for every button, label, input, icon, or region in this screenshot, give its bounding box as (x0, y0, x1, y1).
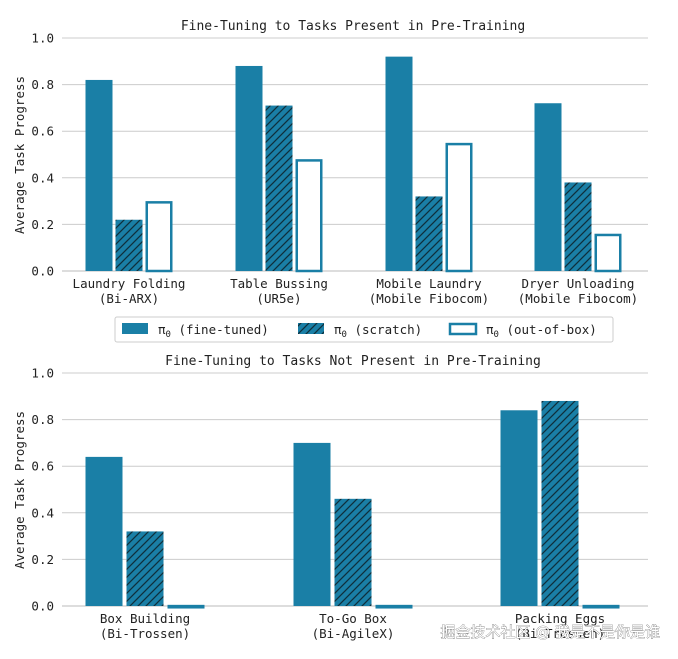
y-tick-label: 0.6 (31, 459, 54, 474)
bar-fine-tuned (293, 442, 331, 606)
category-label: Packing Eggs (515, 611, 605, 626)
category-sublabel: (Mobile Fibocom) (369, 291, 489, 306)
category-label: Laundry Folding (73, 276, 186, 291)
category-sublabel: (UR5e) (256, 291, 301, 306)
chart-title: Fine-Tuning to Tasks Present in Pre-Trai… (181, 19, 525, 34)
legend-swatch-fine-tuned (122, 323, 148, 334)
bar-out-of-box (167, 604, 205, 609)
bar-out-of-box (445, 142, 473, 273)
category-label: Box Building (100, 611, 190, 626)
chart-title: Fine-Tuning to Tasks Not Present in Pre-… (165, 354, 541, 369)
y-tick-label: 1.0 (31, 366, 54, 381)
bar-scratch (126, 531, 164, 606)
category-label: Table Bussing (230, 276, 328, 291)
category-sublabel: (Bi-ARX) (99, 291, 159, 306)
category-sublabel: (Bi-AgileX) (312, 626, 395, 641)
category-sublabel: (Mobile Fibocom) (518, 291, 638, 306)
y-axis-label: Average Task Progress (12, 76, 27, 234)
bar-fine-tuned (85, 79, 113, 271)
bar-scratch (415, 196, 443, 271)
bar-scratch (115, 219, 143, 271)
bar-scratch (541, 400, 579, 606)
bar-fine-tuned (500, 410, 538, 606)
bar-scratch (564, 182, 592, 271)
bar-scratch (265, 105, 293, 271)
y-tick-label: 0.4 (31, 505, 54, 520)
watermark-text: 掘金技术社区 @ 我是不是你是谁 (440, 623, 660, 641)
bar-scratch (334, 498, 372, 606)
category-label: To-Go Box (319, 611, 387, 626)
bar-fine-tuned (85, 456, 123, 606)
y-tick-label: 0.8 (31, 77, 54, 92)
bar-out-of-box (145, 201, 173, 273)
chart-panel-present: Fine-Tuning to Tasks Present in Pre-Trai… (12, 19, 648, 306)
legend-swatch-scratch (298, 323, 324, 334)
legend-label-scratch: π0 (scratch) (334, 322, 422, 340)
y-tick-label: 0.2 (31, 552, 54, 567)
y-tick-label: 0.0 (31, 599, 54, 614)
category-label: Dryer Unloading (522, 276, 635, 291)
bar-out-of-box (582, 604, 620, 609)
bar-out-of-box (594, 233, 622, 273)
legend-label-fine-tuned: π0 (fine-tuned) (158, 322, 269, 340)
y-axis-label: Average Task Progress (12, 411, 27, 569)
bar-fine-tuned (534, 103, 562, 272)
chart-panel-not-present: Fine-Tuning to Tasks Not Present in Pre-… (12, 354, 648, 641)
bar-out-of-box (295, 159, 323, 273)
legend: π0 (fine-tuned) π0 (scratch) π0 (out-of-… (114, 316, 614, 343)
bar-fine-tuned (235, 65, 263, 272)
category-sublabel: (Bi-Trossen) (515, 626, 605, 641)
legend-box (114, 316, 614, 343)
y-tick-label: 0.6 (31, 124, 54, 139)
y-tick-label: 0.8 (31, 412, 54, 427)
y-tick-label: 0.0 (31, 264, 54, 279)
legend-label-out-of-box: π0 (out-of-box) (486, 322, 597, 340)
category-label: Mobile Laundry (376, 276, 482, 291)
y-tick-label: 0.4 (31, 170, 54, 185)
bar-fine-tuned (385, 56, 413, 271)
bar-out-of-box (375, 604, 413, 609)
y-tick-label: 0.2 (31, 217, 54, 232)
category-sublabel: (Bi-Trossen) (100, 626, 190, 641)
y-tick-label: 1.0 (31, 31, 54, 46)
legend-swatch-out-of-box (448, 322, 478, 336)
